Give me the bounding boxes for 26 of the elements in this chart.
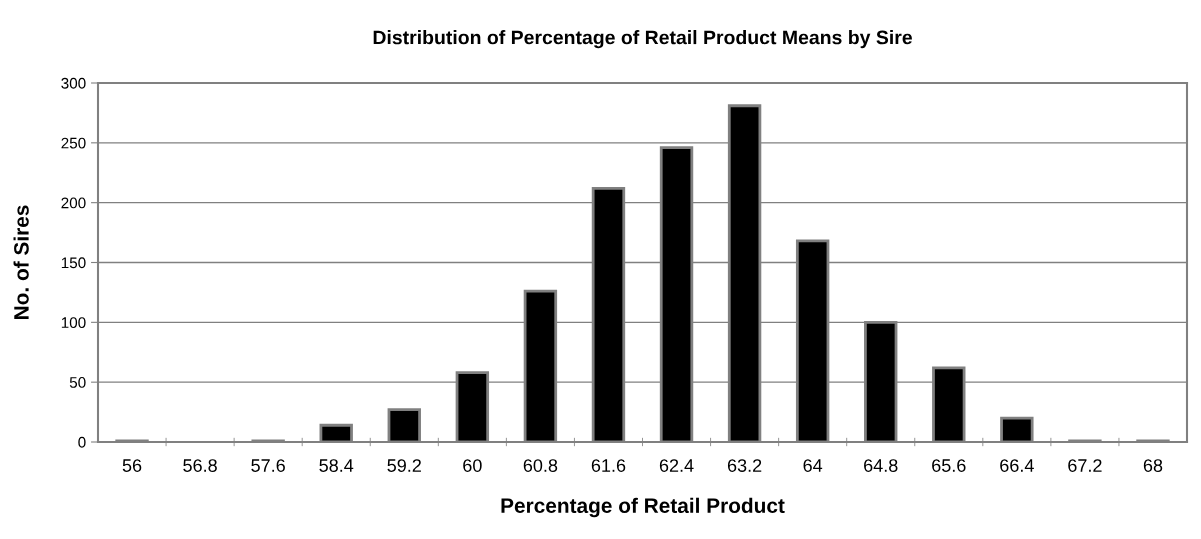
- x-tick-label: 64: [803, 459, 823, 472]
- x-tick-label: 56.8: [183, 459, 217, 472]
- x-tick-label: 64.8: [864, 459, 898, 472]
- x-tick-label: 56: [122, 459, 142, 472]
- y-tick-label: 200: [61, 197, 86, 209]
- x-tick-label: 59.2: [387, 459, 421, 472]
- x-tick-label: 63.2: [727, 459, 762, 472]
- y-tick-label: 250: [61, 137, 86, 149]
- x-tick-label: 67.2: [1068, 459, 1102, 472]
- x-tick-label: 65.6: [932, 459, 966, 472]
- y-tick-label: 150: [61, 257, 86, 269]
- y-tick-label: 0: [78, 436, 86, 448]
- y-axis-title: No. of Sires: [13, 205, 29, 319]
- y-tick-label: 50: [69, 377, 86, 388]
- x-axis-title: Percentage of Retail Product: [501, 497, 785, 518]
- y-tick-label: 300: [61, 77, 86, 89]
- x-tick-label: 60: [463, 459, 482, 472]
- x-tick-label: 68: [1143, 459, 1163, 472]
- x-tick-label: 57.6: [251, 459, 285, 472]
- x-tick-label: 62.4: [659, 459, 694, 472]
- chart-title: Distribution of Percentage of Retail Product Means by Sire: [373, 30, 912, 49]
- x-tick-label: 60.8: [523, 459, 558, 472]
- x-tick-label: 66.4: [1000, 459, 1034, 472]
- x-tick-label: 58.4: [319, 459, 354, 472]
- y-tick-label: 100: [61, 317, 86, 329]
- x-tick-label: 61.6: [591, 459, 626, 472]
